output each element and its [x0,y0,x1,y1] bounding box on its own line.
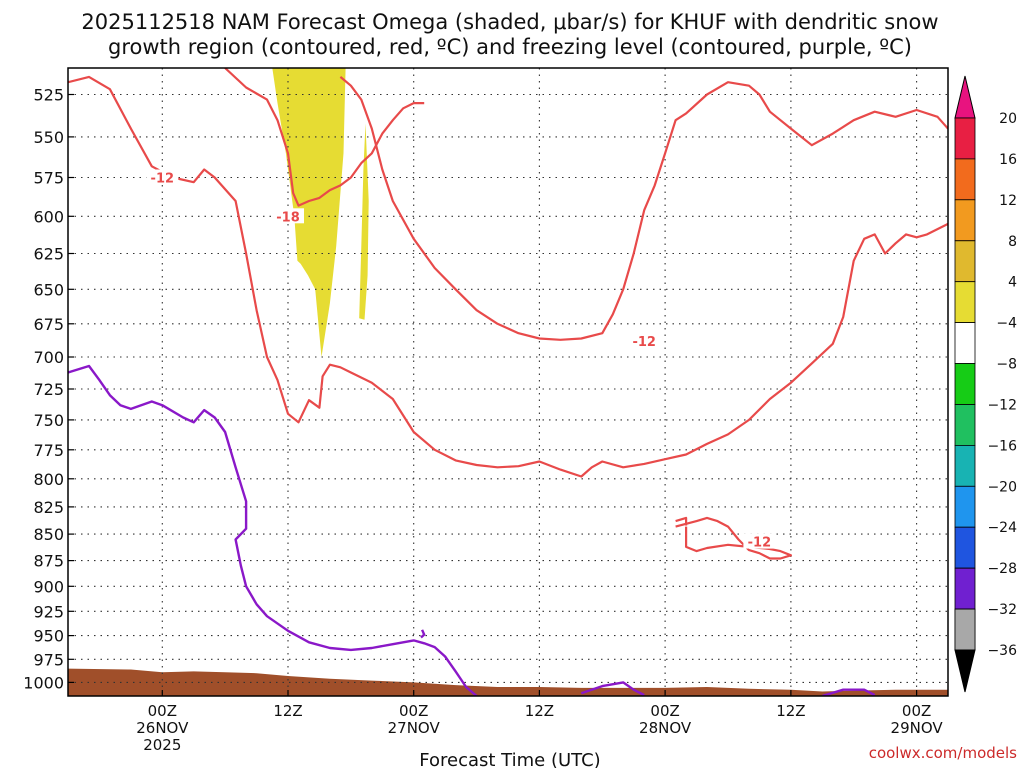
y-tick-label-1000: 1000 [23,673,64,692]
y-tick-label-975: 975 [33,650,64,669]
dgz-contour-line-5 [675,516,688,526]
y-tick-label-575: 575 [33,169,64,188]
colorbar-bin-5 [954,322,976,364]
colorbar-bin-10 [954,526,976,569]
y-tick-label-800: 800 [33,470,64,489]
dgz-contour-label-bg-1 [146,169,179,185]
x-tick-label-48-1: 28NOV [639,719,692,737]
colorbar-bin-13 [954,608,976,651]
y-tick-label-925: 925 [33,602,64,621]
freezing-level-line-4 [420,629,426,639]
dgz-contour-line-2 [339,76,948,341]
dgz-contour-label-3: -18 [276,210,300,225]
y-tick-label-550: 550 [33,128,64,147]
x-tick-label-60-0: 12Z [776,702,805,720]
plot-background [68,68,948,696]
colorbar-bin-2 [954,199,976,242]
colorbar-label-10: −24 [987,520,1017,536]
x-tick-label-12-0: 12Z [273,702,302,720]
plot-area [68,68,948,696]
colorbar-bin-11 [954,567,976,610]
omega-shade-region-1 [272,68,346,357]
colorbar-bin-9 [954,485,976,528]
y-tick-label-675: 675 [33,315,64,334]
x-tick-label-36-0: 12Z [525,702,554,720]
y-tick-label-875: 875 [33,552,64,571]
colorbar-label-0: 20 [999,111,1017,127]
x-tick-label-0-1: 26NOV [136,719,189,737]
colorbar-label-6: −8 [996,357,1017,373]
colorbar-label-12: −32 [987,602,1017,618]
colorbar-label-2: 12 [999,193,1017,209]
x-tick-label-72-1: 29NOV [891,719,944,737]
colorbar-label-3: 8 [1008,234,1017,250]
freezing-level-line-3 [821,688,876,696]
axes: 525 550 575 600 625 650 675 700 725 750 775 800 825 8… [23,67,949,754]
credit-text: coolwx.com/models [869,744,1017,762]
dgz-contour-line-4 [675,516,792,560]
y-tick-label-725: 725 [33,380,64,399]
y-tick-label-850: 850 [33,525,64,544]
colorbar-label-13: −36 [987,643,1017,659]
x-tick-label-24-1: 27NOV [388,719,441,737]
colorbar-label-11: −28 [987,561,1017,577]
dgz-contour-label-bg-4 [743,533,776,549]
dgz-contour-label-4: -12 [748,536,772,551]
y-tick-label-900: 900 [33,577,64,596]
dgz-contour-line-3 [224,68,425,207]
freezing-level-line-1 [68,364,478,696]
colorbar: 20 16 12 8 4 −4 −8 −12 −16 −20 −24 −28 −32 −36 [954,75,1017,693]
y-tick-label-775: 775 [33,441,64,460]
plot-frame [67,67,949,697]
x-tick-label-48-0: 00Z [650,702,679,720]
y-tick-label-525: 525 [33,86,64,105]
colorbar-bin-8 [954,444,976,487]
dgz-contour-label-bg-2 [628,333,661,349]
freezing-level-line-2 [580,681,645,696]
x-tick-label-0-2: 2025 [143,736,181,754]
colorbar-label-7: −12 [987,398,1017,414]
x-tick-label-24-0: 00Z [399,702,428,720]
colorbar-bin-4 [954,281,976,324]
x-tick-label-0-0: 00Z [148,702,177,720]
dgz-contour-label-2: -12 [632,335,656,350]
dgz-contour-line-1 [68,75,948,478]
colorbar-bin-7 [954,404,976,446]
y-tick-label-825: 825 [33,498,64,517]
x-axis-label: Forecast Time (UTC) [419,750,600,768]
colorbar-top-arrow [954,75,976,119]
chart-title-line-2: growth region (contoured, red, ºC) and f… [108,35,912,59]
y-tick-label-625: 625 [33,245,64,264]
colorbar-label-1: 16 [999,152,1017,168]
colorbar-label-8: −16 [987,438,1017,454]
chart-title-line-1: 2025112518 NAM Forecast Omega (shaded, μ… [81,10,938,34]
colorbar-bottom-arrow [954,649,976,693]
y-tick-label-750: 750 [33,411,64,430]
x-tick-label-72-0: 00Z [902,702,931,720]
terrain-fill [68,668,948,696]
omega-shade-region-2 [359,123,369,320]
colorbar-label-5: −4 [996,316,1017,332]
colorbar-bin-1 [954,158,976,201]
y-tick-label-650: 650 [33,280,64,299]
y-tick-label-950: 950 [33,627,64,646]
colorbar-bin-0 [954,117,976,160]
dgz-contour-label-1: -12 [151,172,175,187]
contour-lines: -12 -12 -18 -12 [68,68,948,696]
colorbar-bin-3 [954,240,976,283]
colorbar-bin-6 [954,363,976,405]
colorbar-label-9: −20 [987,479,1017,495]
y-tick-label-600: 600 [33,207,64,226]
y-tick-label-700: 700 [33,348,64,367]
dgz-contour-label-bg-3 [272,208,304,224]
colorbar-label-4: 4 [1008,275,1017,291]
